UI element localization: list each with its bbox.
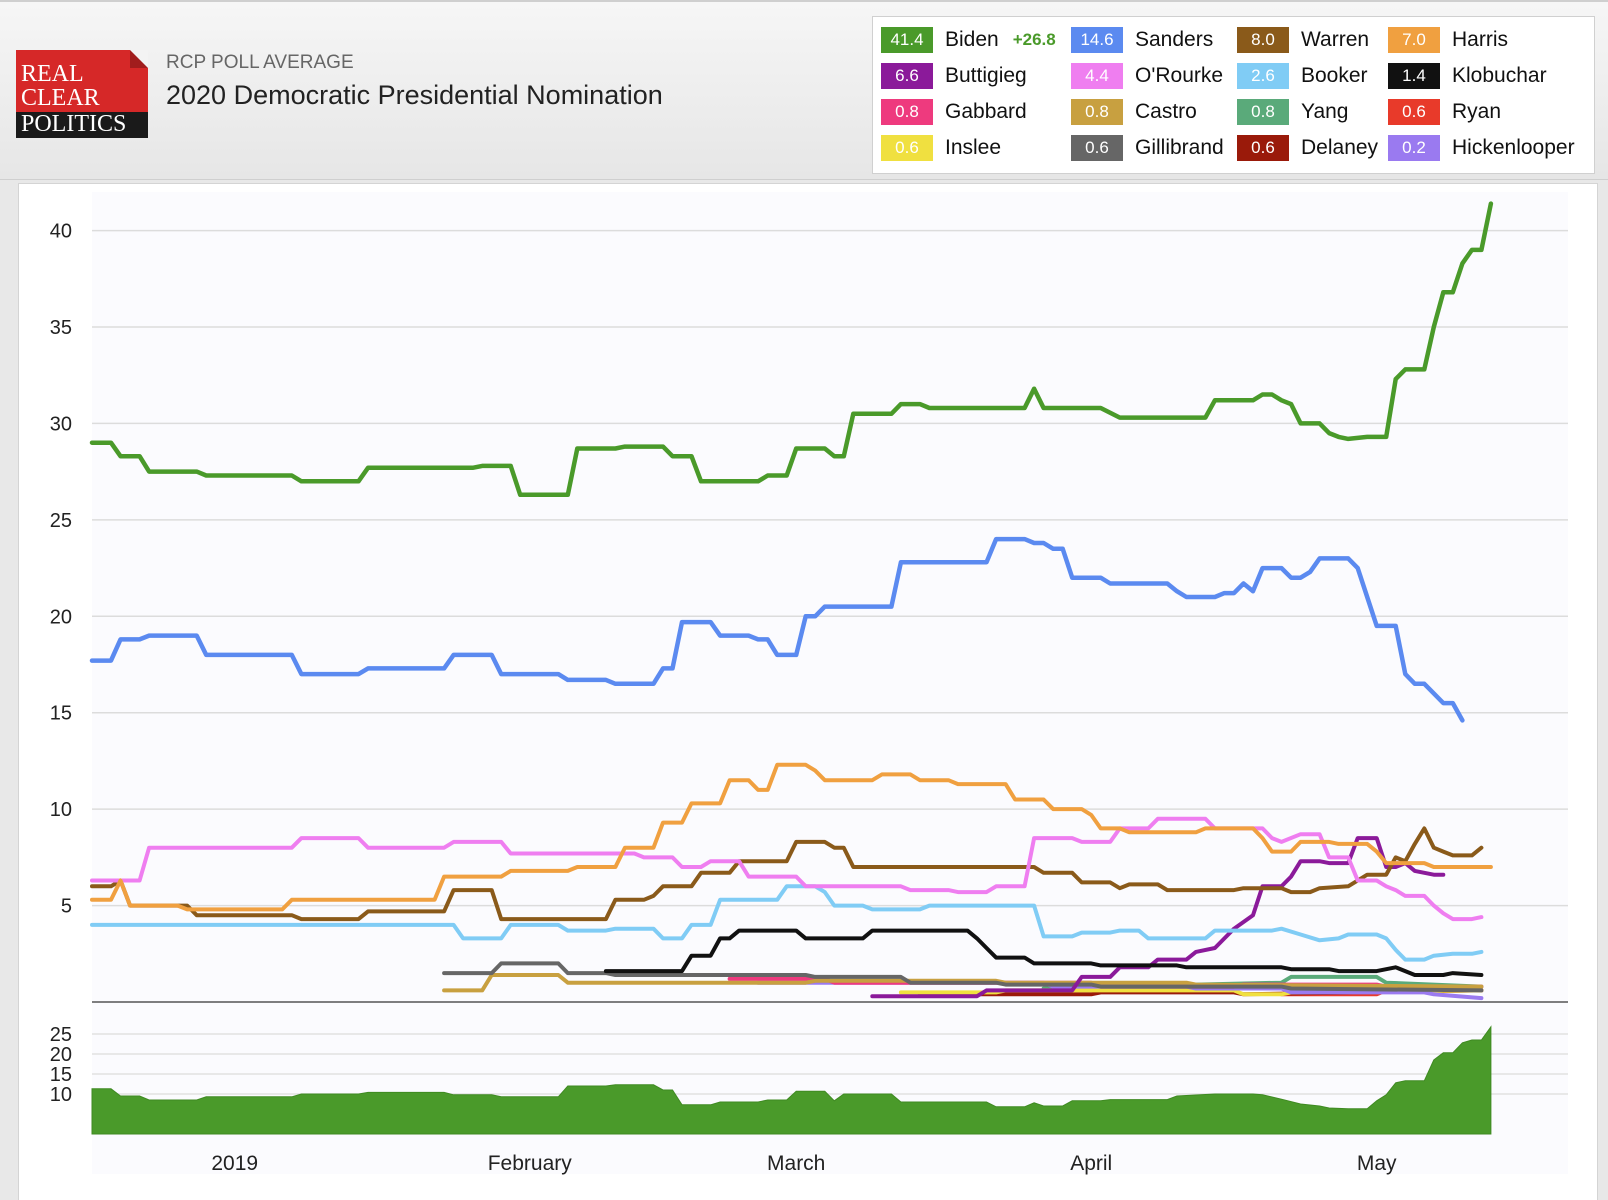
series-line-harris	[90, 762, 1493, 912]
legend-item-delaney[interactable]: 0.6 Delaney	[1237, 134, 1378, 162]
legend-label: Hickenlooper	[1452, 136, 1575, 159]
series-line-orourke	[90, 816, 1484, 922]
legend-label: Castro	[1135, 100, 1197, 123]
legend-badge: 0.8	[881, 99, 933, 125]
legend-label: Harris	[1452, 28, 1508, 51]
legend-badge: 0.6	[1071, 135, 1123, 161]
legend-label: Inslee	[945, 136, 1002, 159]
y-tick-label: 25	[50, 510, 72, 532]
legend-item-buttigieg[interactable]: 6.6 Buttigieg	[881, 62, 1027, 90]
lead-value: +26.8	[1012, 30, 1056, 49]
legend-badge: 0.6	[881, 135, 933, 161]
legend-label: Sanders	[1135, 28, 1214, 51]
legend-badge: 0.6	[1388, 99, 1440, 125]
legend-item-harris[interactable]: 7.0 Harris	[1388, 26, 1508, 54]
legend-badge: 6.6	[881, 63, 933, 89]
logo-corner	[130, 50, 148, 68]
legend-label: Klobuchar	[1452, 64, 1547, 87]
y-tick-label: 10	[50, 799, 72, 821]
legend-badge: 1.4	[1388, 63, 1440, 89]
y-tick-label: 30	[50, 413, 72, 435]
legend-badge: 8.0	[1237, 27, 1289, 53]
legend-badge: 2.6	[1237, 63, 1289, 89]
legend-label: O'Rourke	[1135, 64, 1224, 87]
legend-item-castro[interactable]: 0.8 Castro	[1071, 98, 1197, 126]
series-line-gillibrand	[442, 961, 1484, 993]
legend-badge: 0.6	[1237, 135, 1289, 161]
spread-y-tick-label: 25	[50, 1024, 72, 1046]
legend-label: Biden	[945, 28, 999, 51]
series-line-biden	[89, 201, 1494, 498]
series-line-klobuchar	[603, 928, 1484, 977]
legend-badge: 0.8	[1237, 99, 1289, 125]
series-line-castro	[442, 973, 1484, 993]
legend-label: Ryan	[1452, 100, 1502, 123]
legend-badge: 41.4	[881, 27, 933, 53]
legend: 41.4 Biden +26.8 14.6 Sanders 8.0 Warren…	[872, 16, 1595, 174]
legend-label: Booker	[1301, 64, 1368, 87]
spread-y-tick-label: 15	[50, 1064, 72, 1086]
legend-label: Yang	[1301, 100, 1349, 123]
legend-item-sanders[interactable]: 14.6 Sanders	[1071, 26, 1213, 54]
legend-item-ryan[interactable]: 0.6 Ryan	[1388, 98, 1501, 126]
legend-item-gabbard[interactable]: 0.8 Gabbard	[881, 98, 1027, 126]
series-line-sanders	[89, 536, 1465, 723]
y-tick-label: 20	[50, 606, 72, 628]
logo-line-1: REAL	[21, 61, 84, 87]
legend-badge: 7.0	[1388, 27, 1440, 53]
logo-line-2: CLEAR	[21, 85, 100, 111]
legend-item-booker[interactable]: 2.6 Booker	[1237, 62, 1368, 90]
x-tick-label: March	[767, 1152, 825, 1175]
header-bar: REAL CLEAR POLITICS RCP POLL AVERAGE 202…	[0, 0, 1608, 180]
plot-background	[92, 192, 1568, 1174]
logo-band	[16, 112, 148, 138]
legend-badge: 0.2	[1388, 135, 1440, 161]
legend-label: Gabbard	[945, 100, 1027, 123]
legend-item-hickenlooper[interactable]: 0.2 Hickenlooper	[1388, 134, 1575, 162]
series-line-warren	[90, 826, 1484, 922]
legend-badge: 0.8	[1071, 99, 1123, 125]
rcp-logo[interactable]: REAL CLEAR POLITICS	[16, 50, 148, 138]
legend-label: Warren	[1301, 28, 1370, 51]
legend-item-yang[interactable]: 0.8 Yang	[1237, 98, 1349, 126]
legend-item-warren[interactable]: 8.0 Warren	[1237, 26, 1369, 54]
legend-badge: 4.4	[1071, 63, 1123, 89]
legend-item-gillibrand[interactable]: 0.6 Gillibrand	[1071, 134, 1224, 162]
spread-y-tick-label: 10	[50, 1084, 72, 1106]
x-tick-label: February	[488, 1152, 573, 1175]
legend-badge: 14.6	[1071, 27, 1123, 53]
legend-label: Delaney	[1301, 136, 1379, 159]
x-tick-label: April	[1070, 1152, 1112, 1175]
legend-item-biden[interactable]: 41.4 Biden +26.8	[881, 26, 1056, 54]
legend-label: Buttigieg	[945, 64, 1027, 87]
y-tick-label: 15	[50, 703, 72, 725]
spread-area	[91, 1025, 1492, 1135]
x-tick-label: May	[1357, 1152, 1397, 1175]
legend-item-orourke[interactable]: 4.4 O'Rourke	[1071, 62, 1223, 90]
y-tick-label: 5	[61, 896, 72, 918]
y-tick-label: 35	[50, 317, 72, 339]
spread-y-tick-label: 20	[50, 1044, 72, 1066]
series-line-buttigieg	[870, 836, 1446, 999]
legend-label: Gillibrand	[1135, 136, 1224, 159]
y-tick-label: 40	[50, 221, 72, 243]
x-tick-label: 2019	[211, 1152, 258, 1175]
chart-subtitle: RCP POLL AVERAGE	[166, 52, 354, 73]
legend-item-klobuchar[interactable]: 1.4 Klobuchar	[1388, 62, 1547, 90]
legend-item-inslee[interactable]: 0.6 Inslee	[881, 134, 1001, 162]
logo-line-3: POLITICS	[21, 111, 127, 137]
chart-title: 2020 Democratic Presidential Nomination	[166, 80, 663, 110]
series-line-booker	[90, 884, 1484, 962]
